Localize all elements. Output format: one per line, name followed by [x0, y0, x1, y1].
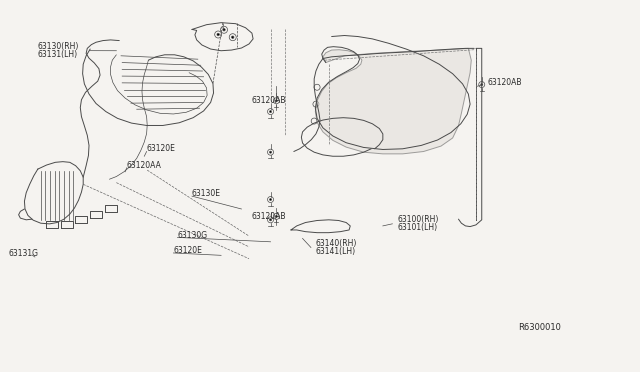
Text: 63120E: 63120E [173, 246, 202, 255]
Text: 63130(RH): 63130(RH) [38, 42, 79, 51]
Text: 63120AB: 63120AB [488, 78, 522, 87]
Text: R6300010: R6300010 [518, 323, 561, 332]
Circle shape [223, 29, 225, 31]
Circle shape [481, 84, 483, 86]
Text: 63141(LH): 63141(LH) [316, 247, 356, 256]
Circle shape [269, 151, 271, 153]
Circle shape [232, 36, 234, 38]
Circle shape [217, 33, 220, 36]
Text: 63120AB: 63120AB [252, 96, 286, 105]
Text: 63120AA: 63120AA [127, 161, 162, 170]
Circle shape [269, 199, 271, 201]
Circle shape [269, 110, 271, 113]
Text: 63131(LH): 63131(LH) [38, 50, 78, 59]
Text: 63140(RH): 63140(RH) [316, 239, 357, 248]
Text: 63100(RH): 63100(RH) [397, 215, 439, 224]
Polygon shape [316, 48, 471, 154]
Text: 63120E: 63120E [147, 144, 175, 153]
Circle shape [275, 215, 277, 218]
Text: 63120AB: 63120AB [252, 212, 286, 221]
Circle shape [275, 100, 277, 102]
Text: 63130E: 63130E [192, 189, 221, 198]
Circle shape [269, 219, 271, 221]
Text: 63101(LH): 63101(LH) [397, 223, 438, 232]
Text: 63130G: 63130G [177, 231, 207, 240]
Text: 63131G: 63131G [9, 249, 39, 258]
